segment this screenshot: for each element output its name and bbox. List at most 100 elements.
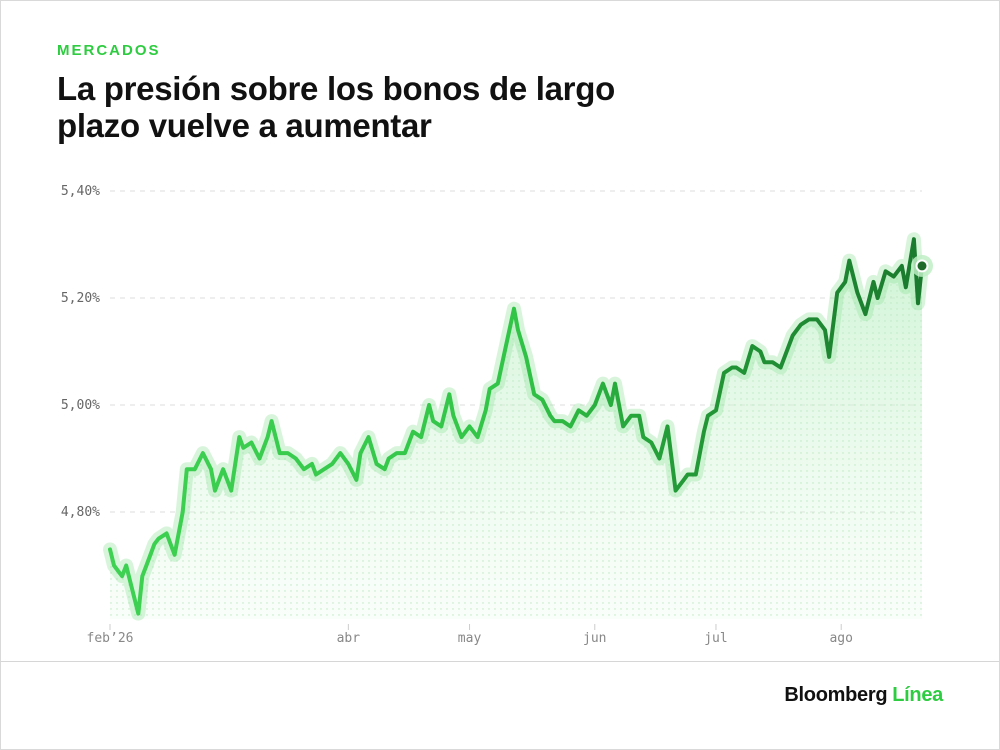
chart-title: La presión sobre los bonos de largo plaz… xyxy=(57,70,615,144)
data-point xyxy=(751,344,755,348)
data-point xyxy=(787,344,791,348)
data-point xyxy=(512,307,516,311)
x-tick-label: ago xyxy=(829,631,852,646)
data-point xyxy=(165,532,169,536)
data-point xyxy=(629,414,633,418)
data-point xyxy=(807,318,811,322)
data-point xyxy=(561,419,565,423)
data-point xyxy=(730,366,734,370)
data-point xyxy=(650,441,654,445)
data-point xyxy=(884,270,888,274)
data-point xyxy=(355,478,359,482)
data-point xyxy=(448,393,452,397)
data-point xyxy=(823,328,827,332)
data-point xyxy=(238,435,242,439)
data-point xyxy=(553,419,557,423)
brand-accent: Línea xyxy=(892,684,943,706)
data-point xyxy=(347,462,351,466)
data-point xyxy=(185,467,189,471)
data-point xyxy=(322,467,326,471)
data-point xyxy=(541,398,545,402)
data-point xyxy=(577,409,581,413)
data-point xyxy=(193,467,197,471)
data-point xyxy=(488,387,492,391)
y-tick-label: 5,20% xyxy=(61,291,100,306)
x-tick-label: may xyxy=(458,631,482,646)
y-tick-label: 4,80% xyxy=(61,505,100,520)
data-point xyxy=(496,382,500,386)
data-point xyxy=(912,237,916,241)
data-point xyxy=(128,580,132,584)
data-point xyxy=(153,542,157,546)
data-point xyxy=(383,467,387,471)
data-point xyxy=(827,355,831,359)
brand-name: Bloomberg xyxy=(784,684,888,706)
data-point xyxy=(815,318,819,322)
data-point xyxy=(771,360,775,364)
data-point xyxy=(359,451,363,455)
data-point xyxy=(658,457,662,461)
data-point xyxy=(916,302,920,306)
data-points xyxy=(120,237,933,616)
data-point xyxy=(504,344,508,348)
data-point xyxy=(876,296,880,300)
data-point xyxy=(682,478,686,482)
data-point xyxy=(431,419,435,423)
data-point xyxy=(137,612,141,616)
data-point xyxy=(609,403,613,407)
data-point xyxy=(367,435,371,439)
data-point xyxy=(674,489,678,493)
data-point xyxy=(642,435,646,439)
last-value-marker xyxy=(915,259,929,273)
data-point xyxy=(516,328,520,332)
data-point xyxy=(250,441,254,445)
footer-divider xyxy=(0,661,1000,662)
data-point xyxy=(460,435,464,439)
data-point xyxy=(120,574,124,578)
data-point xyxy=(593,403,597,407)
data-point xyxy=(452,414,456,418)
data-point xyxy=(900,264,904,268)
data-point xyxy=(686,473,690,477)
x-axis: feb’26 abr may jun jul ago xyxy=(87,624,853,646)
area-dot-texture xyxy=(110,239,922,619)
data-point xyxy=(694,473,698,477)
data-point xyxy=(864,312,868,316)
data-point xyxy=(601,382,605,386)
brand-logo: Bloomberg Línea xyxy=(784,684,943,707)
x-tick-label: feb’26 xyxy=(87,631,134,646)
data-point xyxy=(476,435,480,439)
data-point xyxy=(892,275,896,279)
data-point xyxy=(484,409,488,413)
data-point xyxy=(524,355,528,359)
data-point xyxy=(468,425,472,429)
data-point xyxy=(221,467,225,471)
data-point xyxy=(124,564,128,568)
data-point xyxy=(411,430,415,434)
data-point xyxy=(722,371,726,375)
data-point xyxy=(213,489,217,493)
data-point xyxy=(242,446,246,450)
data-point xyxy=(637,414,641,418)
data-point xyxy=(585,414,589,418)
y-axis: 4,80% 5,00% 5,20% 5,40% xyxy=(61,184,100,520)
data-point xyxy=(294,457,298,461)
x-tick-label: abr xyxy=(337,631,361,646)
data-point xyxy=(157,537,161,541)
data-point xyxy=(872,280,876,284)
data-point xyxy=(440,425,444,429)
data-point xyxy=(763,360,767,364)
data-point xyxy=(666,425,670,429)
data-point xyxy=(314,473,318,477)
data-point xyxy=(141,574,145,578)
data-point xyxy=(702,430,706,434)
data-point xyxy=(856,291,860,295)
x-tick-label: jul xyxy=(704,631,727,646)
data-point xyxy=(569,425,573,429)
data-point xyxy=(799,323,803,327)
line-chart: 4,80% 5,00% 5,20% 5,40% feb’26 abr may jun jul a… xyxy=(61,184,933,646)
data-point xyxy=(181,510,185,514)
data-point xyxy=(339,451,343,455)
data-point xyxy=(427,403,431,407)
data-point xyxy=(302,467,306,471)
